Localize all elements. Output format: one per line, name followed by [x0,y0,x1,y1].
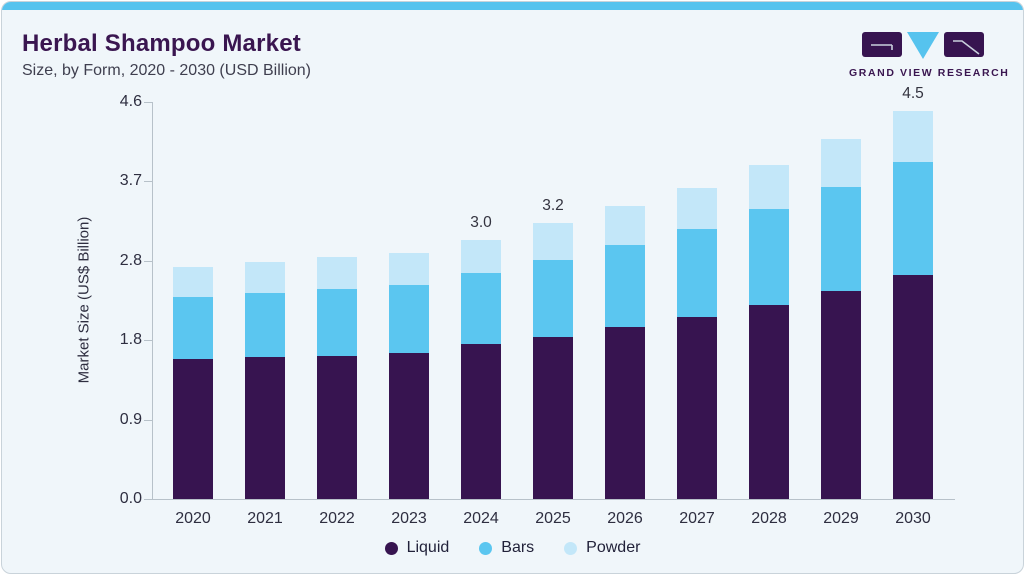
bar-segment-liquid-2023[interactable] [389,353,429,499]
header: Herbal Shampoo Market Size, by Form, 202… [22,30,311,80]
y-axis-tick [144,420,152,421]
y-tick-label: 3.7 [119,172,142,189]
bar-segment-bars-2025[interactable] [533,259,573,337]
y-axis-tick [144,340,152,341]
bar-segment-powder-2027[interactable] [677,188,717,229]
page-title: Herbal Shampoo Market [22,30,301,57]
x-tick-label-2021: 2021 [247,510,283,527]
y-axis-tick [144,181,152,182]
x-tick-label-2028: 2028 [751,510,787,527]
x-tick-label-2023: 2023 [391,510,427,527]
x-tick-label-2022: 2022 [319,510,355,527]
bar-segment-bars-2026[interactable] [605,245,645,328]
legend-label: Bars [501,539,535,556]
bar-segment-powder-2024[interactable] [461,240,501,273]
logo-text: GRAND VIEW RESEARCH [849,67,1010,79]
bar-segment-powder-2030[interactable] [893,110,933,162]
accent-strip [2,2,1023,10]
y-tick-label: 4.6 [119,93,142,110]
y-tick-label: 0.0 [119,490,142,507]
bar-segment-bars-2021[interactable] [245,292,285,357]
bar-segment-bars-2027[interactable] [677,228,717,317]
bar-segment-powder-2029[interactable] [821,139,861,187]
legend-dot-liquid-icon [384,541,398,555]
gvr-logo-icon [862,32,984,59]
bar-segment-liquid-2027[interactable] [677,316,717,499]
bar-segment-powder-2020[interactable] [173,266,213,298]
bar-segment-powder-2026[interactable] [605,205,645,246]
bar-segment-powder-2023[interactable] [389,253,429,285]
x-tick-label-2030: 2030 [895,510,931,527]
bar-segment-bars-2024[interactable] [461,272,501,344]
bar-segment-powder-2025[interactable] [533,222,573,260]
bar-segment-powder-2028[interactable] [749,165,789,209]
bar-total-label-2025: 3.2 [542,196,564,214]
legend-item-powder[interactable]: Powder [564,539,640,557]
bar-segment-bars-2028[interactable] [749,209,789,305]
chart-legend: Liquid Bars Powder [2,539,1023,557]
bar-total-label-2024: 3.0 [470,214,492,232]
legend-item-liquid[interactable]: Liquid [384,539,450,557]
bar-segment-liquid-2024[interactable] [461,343,501,499]
legend-label: Liquid [406,539,450,556]
x-tick-label-2020: 2020 [175,510,211,527]
x-tick-label-2027: 2027 [679,510,715,527]
y-axis-line [152,102,153,499]
y-axis-tick [144,102,152,103]
brand-logo: GRAND VIEW RESEARCH [849,32,1010,79]
bar-segment-bars-2022[interactable] [317,289,357,356]
bar-total-label-2030: 4.5 [902,84,924,102]
y-tick-label: 1.8 [119,331,142,348]
y-axis-tick [144,499,152,500]
legend-label: Powder [586,539,641,556]
bar-segment-bars-2030[interactable] [893,161,933,276]
bar-segment-liquid-2030[interactable] [893,275,933,499]
bar-segment-liquid-2029[interactable] [821,291,861,499]
y-axis-title: Market Size (US$ Billion) [75,216,93,384]
x-tick-label-2025: 2025 [535,510,571,527]
bar-segment-liquid-2022[interactable] [317,355,357,499]
bar-segment-liquid-2026[interactable] [605,327,645,499]
bar-segment-liquid-2025[interactable] [533,336,573,499]
y-tick-label: 2.8 [119,252,142,269]
x-tick-label-2024: 2024 [463,510,499,527]
legend-dot-powder-icon [564,541,578,555]
y-axis-tick [144,261,152,262]
bar-segment-bars-2029[interactable] [821,186,861,291]
legend-dot-bars-icon [479,541,493,555]
bar-segment-powder-2022[interactable] [317,257,357,290]
legend-item-bars[interactable]: Bars [479,539,534,557]
x-tick-label-2026: 2026 [607,510,643,527]
bar-segment-liquid-2028[interactable] [749,304,789,499]
bar-segment-bars-2023[interactable] [389,284,429,354]
page-subtitle: Size, by Form, 2020 - 2030 (USD Billion) [22,62,311,79]
x-axis-line [152,499,955,500]
y-tick-label: 0.9 [119,411,142,428]
bar-segment-powder-2021[interactable] [245,261,285,293]
bar-segment-liquid-2020[interactable] [173,359,213,499]
bar-segment-liquid-2021[interactable] [245,356,285,499]
bar-segment-bars-2020[interactable] [173,297,213,360]
x-tick-label-2029: 2029 [823,510,859,527]
